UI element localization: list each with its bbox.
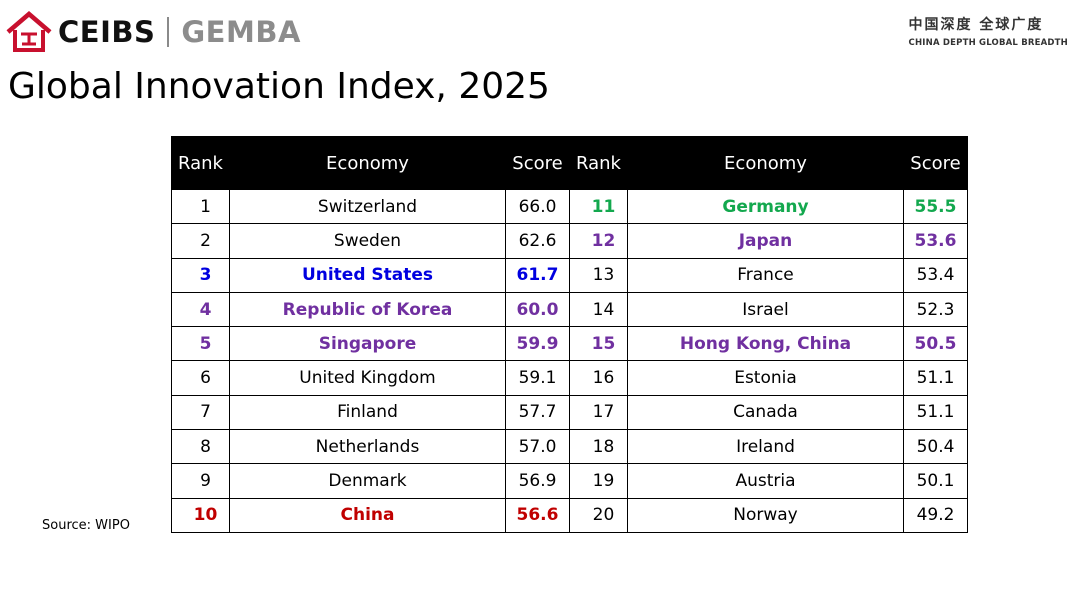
economy-cell: Israel (627, 291, 904, 328)
tagline-chinese: 中国深度 全球广度 (908, 17, 1044, 33)
score-cell: 52.3 (903, 291, 968, 328)
rank-cell: 3 (171, 257, 230, 293)
table-row: 2 Sweden 62.6 12 Japan 53.6 (171, 223, 968, 259)
score-cell: 59.1 (505, 360, 570, 396)
table-row: 8 Netherlands 57.0 18 Ireland 50.4 (171, 429, 968, 465)
economy-cell: China (229, 497, 506, 533)
source-note: Source: WIPO (42, 518, 130, 533)
score-cell: 55.5 (903, 188, 968, 225)
rank-cell: 16 (569, 360, 628, 396)
score-cell: 62.6 (505, 223, 570, 259)
economy-cell: France (627, 257, 904, 293)
header-score-left: Score (505, 136, 570, 190)
brand-name: CEIBS (58, 15, 156, 49)
rank-cell: 1 (171, 188, 230, 225)
rank-cell: 12 (569, 223, 628, 259)
economy-cell: Hong Kong, China (627, 326, 904, 362)
score-cell: 50.1 (903, 463, 968, 499)
economy-cell: Singapore (229, 326, 506, 362)
table-header-row: Rank Economy Score Rank Economy Score (171, 136, 968, 190)
header-rank-left: Rank (171, 136, 230, 190)
rank-cell: 2 (171, 223, 230, 259)
economy-cell: Austria (627, 463, 904, 499)
rank-cell: 18 (569, 429, 628, 465)
score-cell: 56.6 (505, 497, 570, 533)
economy-cell: Germany (627, 188, 904, 225)
rank-cell: 6 (171, 360, 230, 396)
header-score-right: Score (903, 136, 968, 190)
economy-cell: Finland (229, 394, 506, 431)
economy-cell: Republic of Korea (229, 291, 506, 328)
score-cell: 49.2 (903, 497, 968, 533)
economy-cell: Sweden (229, 223, 506, 259)
table-row: 5 Singapore 59.9 15 Hong Kong, China 50.5 (171, 326, 968, 362)
score-cell: 56.9 (505, 463, 570, 499)
score-cell: 51.1 (903, 360, 968, 396)
tagline-english: CHINA DEPTH GLOBAL BREADTH (908, 38, 1068, 48)
economy-cell: Estonia (627, 360, 904, 396)
economy-cell: United Kingdom (229, 360, 506, 396)
table-row: 6 United Kingdom 59.1 16 Estonia 51.1 (171, 360, 968, 396)
table-row: 1 Switzerland 66.0 11 Germany 55.5 (171, 188, 968, 225)
score-cell: 57.7 (505, 394, 570, 431)
rank-cell: 15 (569, 326, 628, 362)
score-cell: 60.0 (505, 291, 570, 328)
economy-cell: Ireland (627, 429, 904, 465)
economy-cell: Norway (627, 497, 904, 533)
rank-cell: 5 (171, 326, 230, 362)
rank-cell: 13 (569, 257, 628, 293)
header-rank-right: Rank (569, 136, 628, 190)
rank-cell: 17 (569, 394, 628, 431)
rank-cell: 8 (171, 429, 230, 465)
rank-cell: 11 (569, 188, 628, 225)
economy-cell: United States (229, 257, 506, 293)
table-row: 3 United States 61.7 13 France 53.4 (171, 257, 968, 293)
score-cell: 50.5 (903, 326, 968, 362)
score-cell: 53.6 (903, 223, 968, 259)
economy-cell: Netherlands (229, 429, 506, 465)
score-cell: 66.0 (505, 188, 570, 225)
economy-cell: Japan (627, 223, 904, 259)
ceibs-roof-logo-icon (6, 11, 52, 52)
header-economy-left: Economy (229, 136, 506, 190)
rank-cell: 19 (569, 463, 628, 499)
rank-cell: 4 (171, 291, 230, 328)
rank-cell: 7 (171, 394, 230, 431)
score-cell: 51.1 (903, 394, 968, 431)
table-row: 4 Republic of Korea 60.0 14 Israel 52.3 (171, 291, 968, 328)
logo-divider (167, 17, 170, 47)
program-name: GEMBA (181, 15, 301, 49)
economy-cell: Switzerland (229, 188, 506, 225)
economy-cell: Canada (627, 394, 904, 431)
score-cell: 57.0 (505, 429, 570, 465)
rank-cell: 9 (171, 463, 230, 499)
score-cell: 59.9 (505, 326, 570, 362)
slide-title: Global Innovation Index, 2025 (8, 66, 550, 107)
score-cell: 50.4 (903, 429, 968, 465)
header-economy-right: Economy (627, 136, 904, 190)
table-row: 9 Denmark 56.9 19 Austria 50.1 (171, 463, 968, 499)
tagline: 中国深度 全球广度 CHINA DEPTH GLOBAL BREADTH (909, 14, 1068, 48)
economy-cell: Denmark (229, 463, 506, 499)
table-row: 10 China 56.6 20 Norway 49.2 (171, 497, 968, 533)
rank-cell: 20 (569, 497, 628, 533)
score-cell: 61.7 (505, 257, 570, 293)
rank-cell: 14 (569, 291, 628, 328)
ceibs-gemba-logo: CEIBS GEMBA (6, 10, 301, 54)
rank-cell: 10 (171, 497, 230, 533)
table-row: 7 Finland 57.7 17 Canada 51.1 (171, 394, 968, 431)
score-cell: 53.4 (903, 257, 968, 293)
